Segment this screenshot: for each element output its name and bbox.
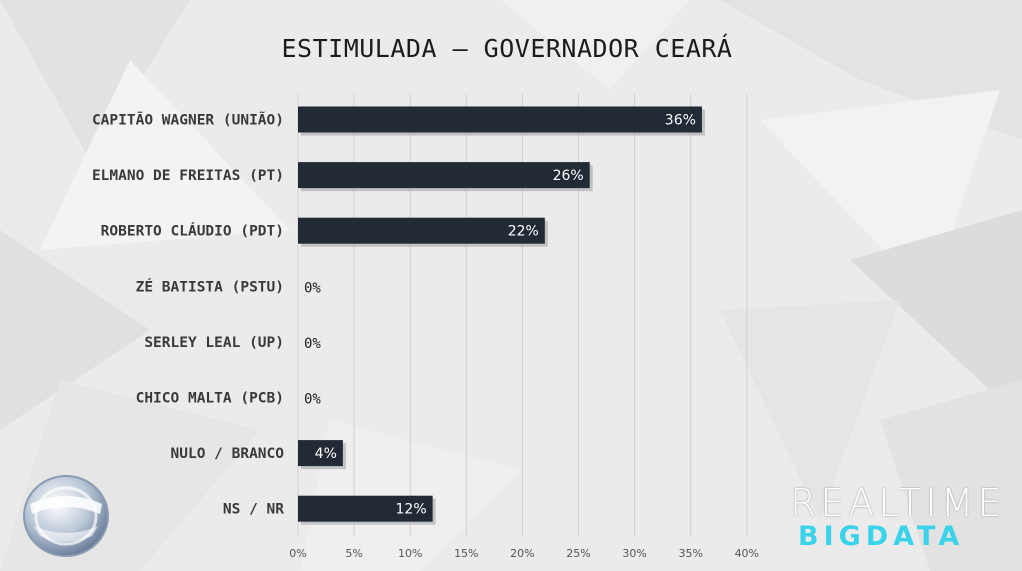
- bar: [298, 217, 545, 244]
- x-tick-label: 15%: [454, 547, 478, 560]
- bar-value-label: 26%: [553, 168, 584, 184]
- x-tick-label: 35%: [678, 547, 702, 560]
- x-tick-label: 20%: [510, 547, 534, 560]
- bar: [298, 440, 343, 467]
- bar-value-label: 22%: [508, 224, 539, 240]
- x-tick-label: 25%: [566, 547, 590, 560]
- category-label: ZÉ BATISTA (PSTU): [136, 278, 284, 295]
- brand-line-1: REALTIME: [790, 481, 1006, 525]
- x-tick-label: 30%: [622, 547, 646, 560]
- category-label: NS / NR: [223, 502, 284, 518]
- bars: [298, 106, 705, 525]
- labels: 0% 5% 10% 15% 20% 25% 30% 35% 40% CAPITÃO WAGNER …: [92, 112, 759, 561]
- bar-value-label: 12%: [396, 502, 427, 518]
- bar-value-label: 36%: [665, 113, 696, 129]
- category-label: ELMANO DE FREITAS (PT): [92, 168, 284, 184]
- x-tick-label: 40%: [735, 547, 759, 560]
- chart-title: ESTIMULADA – GOVERNADOR CEARÁ: [281, 34, 733, 63]
- x-tick-label: 5%: [345, 547, 362, 560]
- bar: [298, 162, 590, 189]
- bar-value-label: 4%: [315, 446, 337, 462]
- category-label: CHICO MALTA (PCB): [136, 391, 284, 407]
- category-label: CAPITÃO WAGNER (UNIÃO): [92, 112, 284, 129]
- bar: [298, 495, 433, 522]
- realtime-bigdata-brand: REALTIME BIGDATA: [790, 481, 1006, 552]
- bar-value-label: 0%: [304, 280, 321, 296]
- bar-value-label: 0%: [304, 336, 321, 352]
- record-tv-logo-icon: [23, 475, 109, 557]
- bar-value-label: 0%: [304, 392, 321, 408]
- x-tick-label: 0%: [289, 547, 306, 560]
- category-label: ROBERTO CLÁUDIO (PDT): [101, 223, 284, 240]
- bar: [298, 106, 702, 133]
- brand-line-2: BIGDATA: [798, 521, 965, 552]
- x-tick-label: 10%: [398, 547, 422, 560]
- category-label: NULO / BRANCO: [171, 446, 285, 462]
- category-label: SERLEY LEAL (UP): [144, 335, 284, 351]
- grid-lines: [297, 94, 748, 537]
